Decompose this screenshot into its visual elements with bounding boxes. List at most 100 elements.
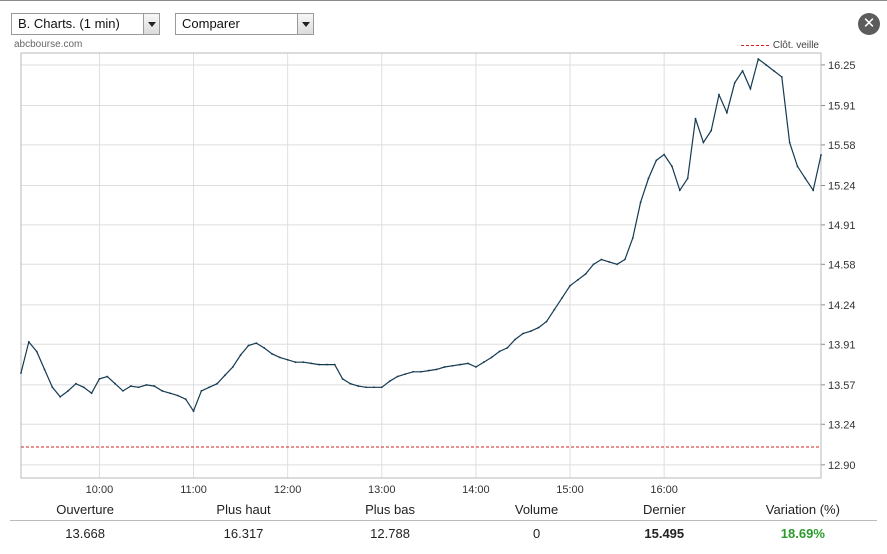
close-icon[interactable]: ✕ [858,13,880,35]
price-point [349,382,352,385]
price-point [514,338,517,341]
price-point [200,389,203,392]
price-point [718,93,720,96]
price-point [624,258,626,261]
x-tick-label: 13:00 [368,484,396,496]
price-point [592,263,595,266]
price-point [231,366,234,368]
x-tick-label: 15:00 [556,484,584,496]
price-series [20,57,822,413]
compare-dropdown[interactable]: Comparer [175,13,314,35]
price-point [435,368,438,371]
stats-value-open: 13.668 [65,526,106,541]
stats-value-row: 13.668 16.317 12.788 0 15.495 18.69% [0,524,887,544]
price-point [67,389,69,392]
x-tick-label: 12:00 [274,484,302,496]
price-point [184,398,187,401]
y-tick-label: 15.58 [828,140,856,152]
price-point [35,350,38,353]
price-point [51,386,54,389]
price-point [569,284,571,287]
y-tick-label: 13.91 [828,339,856,351]
price-point [812,189,815,192]
price-point [820,154,822,156]
price-point [522,332,524,335]
chevron-down-icon[interactable] [143,14,159,34]
chevron-down-icon[interactable] [297,14,313,34]
price-point [467,362,469,365]
price-point [702,141,705,144]
price-point [616,263,618,266]
price-point [137,386,140,389]
y-tick-label: 14.91 [828,220,856,232]
legend-swatch [740,44,769,46]
y-axis-ticks: 12.90 13.24 13.57 13.91 14.24 14.58 14.91 15.24… [828,60,856,472]
price-point [671,165,673,168]
price-point [498,350,501,353]
price-point [490,356,493,359]
price-point [796,165,799,168]
price-point [412,370,415,373]
price-point [529,330,532,333]
compare-dropdown-value: Comparer [182,16,240,31]
legend: Clôt. veille [740,40,819,51]
price-point [271,352,273,355]
price-point [27,341,30,343]
price-point [294,361,297,364]
stats-value-high: 16.317 [223,526,264,541]
price-point [757,58,760,60]
stats-value-volume: 0 [532,526,541,541]
price-point [357,385,360,387]
price-point [286,358,289,361]
price-point [773,70,775,72]
price-point [459,363,462,366]
price-point [804,177,807,180]
price-point [506,346,509,349]
price-point [749,87,752,90]
price-point [537,326,540,329]
price-point [239,354,242,356]
stats-value-low: 12.788 [370,526,410,541]
price-point [780,75,783,78]
price-point [553,308,556,311]
stats-header-volume: Volume [514,502,559,517]
stats-value-last: 15.495 [644,526,685,541]
price-point [106,375,109,378]
price-point [153,385,156,387]
x-axis-ticks: 10:00 11:00 12:00 13:00 14:00 15:00 16:00 [86,484,678,496]
price-point [451,364,454,367]
price-point [388,380,391,383]
y-tick-label: 15.91 [828,101,856,113]
price-point [216,382,218,385]
price-point [710,129,713,132]
stats-header-low: Plus bas [365,502,415,517]
price-point [475,366,477,368]
stats-header-high: Plus haut [216,502,271,517]
price-point [169,392,171,395]
price-point [741,70,744,72]
price-point [302,361,305,364]
price-point [427,369,430,372]
y-tick-label: 14.58 [828,259,856,271]
price-point [43,368,46,371]
y-tick-label: 15.24 [828,181,856,193]
price-point [176,394,179,397]
chart-type-dropdown[interactable]: B. Charts. (1 min) [11,13,160,35]
price-point [129,385,132,387]
price-point [404,373,407,376]
stats-header-variation: Variation (%) [765,502,840,517]
price-point [98,378,101,380]
x-tick-label: 11:00 [180,484,207,496]
price-point [608,261,611,263]
price-chart: 10:00 11:00 12:00 13:00 14:00 15:00 16:00 12.9… [20,52,856,496]
y-tick-label: 16.25 [828,60,856,72]
y-tick-label: 14.24 [828,300,856,312]
stats-header-row: Ouverture Plus haut Plus bas Volume Dern… [0,500,887,520]
stats-header-open: Ouverture [56,502,115,517]
price-point [278,356,281,359]
price-point [208,386,211,389]
price-point [255,342,258,344]
price-point [733,81,736,84]
y-tick-label: 13.57 [828,380,856,392]
price-point [145,383,148,386]
